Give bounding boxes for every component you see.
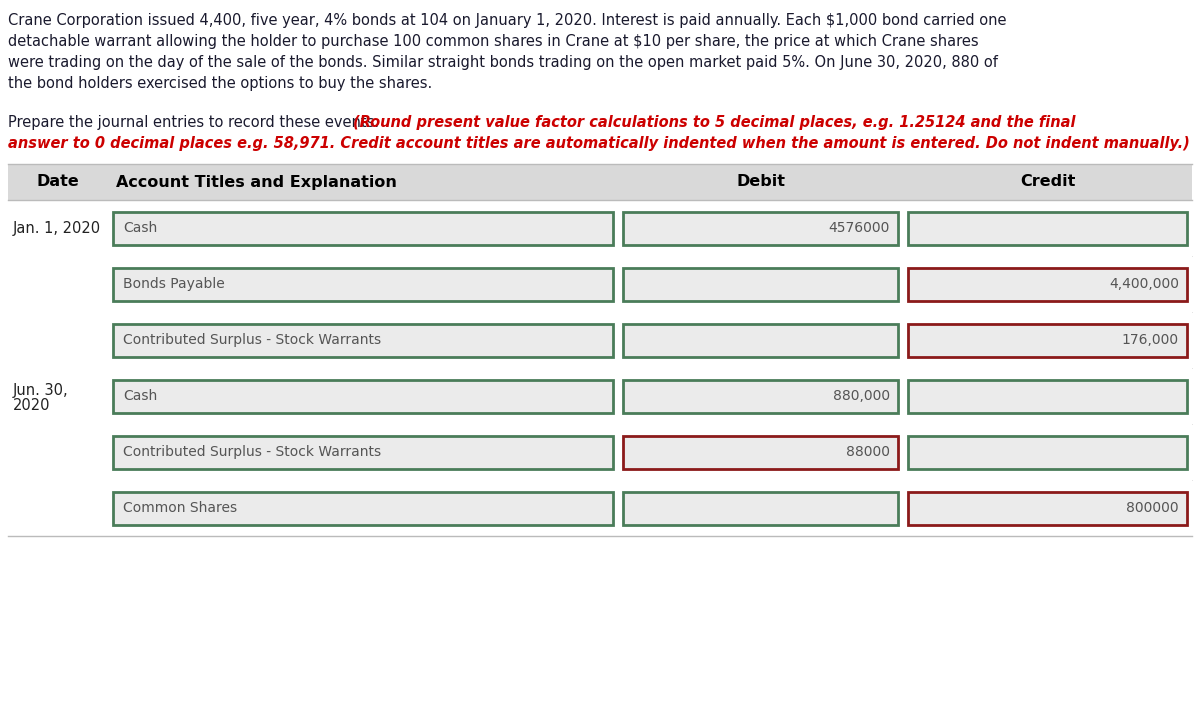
FancyBboxPatch shape: [623, 324, 898, 356]
Text: were trading on the day of the sale of the bonds. Similar straight bonds trading: were trading on the day of the sale of t…: [8, 55, 998, 70]
FancyBboxPatch shape: [623, 267, 898, 301]
FancyBboxPatch shape: [908, 211, 1187, 245]
FancyBboxPatch shape: [623, 436, 898, 469]
Text: Cash: Cash: [124, 221, 157, 235]
FancyBboxPatch shape: [113, 211, 613, 245]
FancyBboxPatch shape: [113, 491, 613, 525]
FancyBboxPatch shape: [8, 368, 1192, 424]
FancyBboxPatch shape: [908, 324, 1187, 356]
Text: Jan. 1, 2020: Jan. 1, 2020: [13, 220, 101, 235]
FancyBboxPatch shape: [8, 424, 1192, 480]
FancyBboxPatch shape: [8, 200, 1192, 256]
Text: Cash: Cash: [124, 389, 157, 403]
FancyBboxPatch shape: [8, 312, 1192, 368]
Text: 800000: 800000: [1127, 501, 1178, 515]
Text: 4576000: 4576000: [829, 221, 890, 235]
Text: Contributed Surplus - Stock Warrants: Contributed Surplus - Stock Warrants: [124, 333, 382, 347]
FancyBboxPatch shape: [908, 436, 1187, 469]
Text: 88000: 88000: [846, 445, 890, 459]
Text: 880,000: 880,000: [833, 389, 890, 403]
FancyBboxPatch shape: [113, 324, 613, 356]
FancyBboxPatch shape: [113, 267, 613, 301]
FancyBboxPatch shape: [908, 380, 1187, 412]
Text: 4,400,000: 4,400,000: [1109, 277, 1178, 291]
Text: answer to 0 decimal places e.g. 58,971. Credit account titles are automatically : answer to 0 decimal places e.g. 58,971. …: [8, 136, 1189, 151]
Text: Credit: Credit: [1020, 174, 1075, 190]
Text: Date: Date: [37, 174, 79, 190]
FancyBboxPatch shape: [113, 380, 613, 412]
FancyBboxPatch shape: [623, 211, 898, 245]
Text: (Round present value factor calculations to 5 decimal places, e.g. 1.25124 and t: (Round present value factor calculations…: [353, 115, 1075, 130]
FancyBboxPatch shape: [908, 491, 1187, 525]
Text: Debit: Debit: [736, 174, 785, 190]
FancyBboxPatch shape: [623, 380, 898, 412]
FancyBboxPatch shape: [623, 491, 898, 525]
FancyBboxPatch shape: [8, 480, 1192, 536]
Text: 2020: 2020: [13, 398, 50, 414]
Text: Common Shares: Common Shares: [124, 501, 238, 515]
Text: Prepare the journal entries to record these events.: Prepare the journal entries to record th…: [8, 115, 384, 130]
Text: Crane Corporation issued 4,400, five year, 4% bonds at 104 on January 1, 2020. I: Crane Corporation issued 4,400, five yea…: [8, 13, 1007, 28]
FancyBboxPatch shape: [8, 256, 1192, 312]
Text: the bond holders exercised the options to buy the shares.: the bond holders exercised the options t…: [8, 76, 432, 91]
Text: Contributed Surplus - Stock Warrants: Contributed Surplus - Stock Warrants: [124, 445, 382, 459]
Text: Account Titles and Explanation: Account Titles and Explanation: [116, 174, 397, 190]
FancyBboxPatch shape: [113, 436, 613, 469]
Text: Bonds Payable: Bonds Payable: [124, 277, 224, 291]
Text: Jun. 30,: Jun. 30,: [13, 383, 68, 397]
Text: 176,000: 176,000: [1122, 333, 1178, 347]
Text: detachable warrant allowing the holder to purchase 100 common shares in Crane at: detachable warrant allowing the holder t…: [8, 34, 979, 49]
FancyBboxPatch shape: [908, 267, 1187, 301]
FancyBboxPatch shape: [8, 164, 1192, 200]
